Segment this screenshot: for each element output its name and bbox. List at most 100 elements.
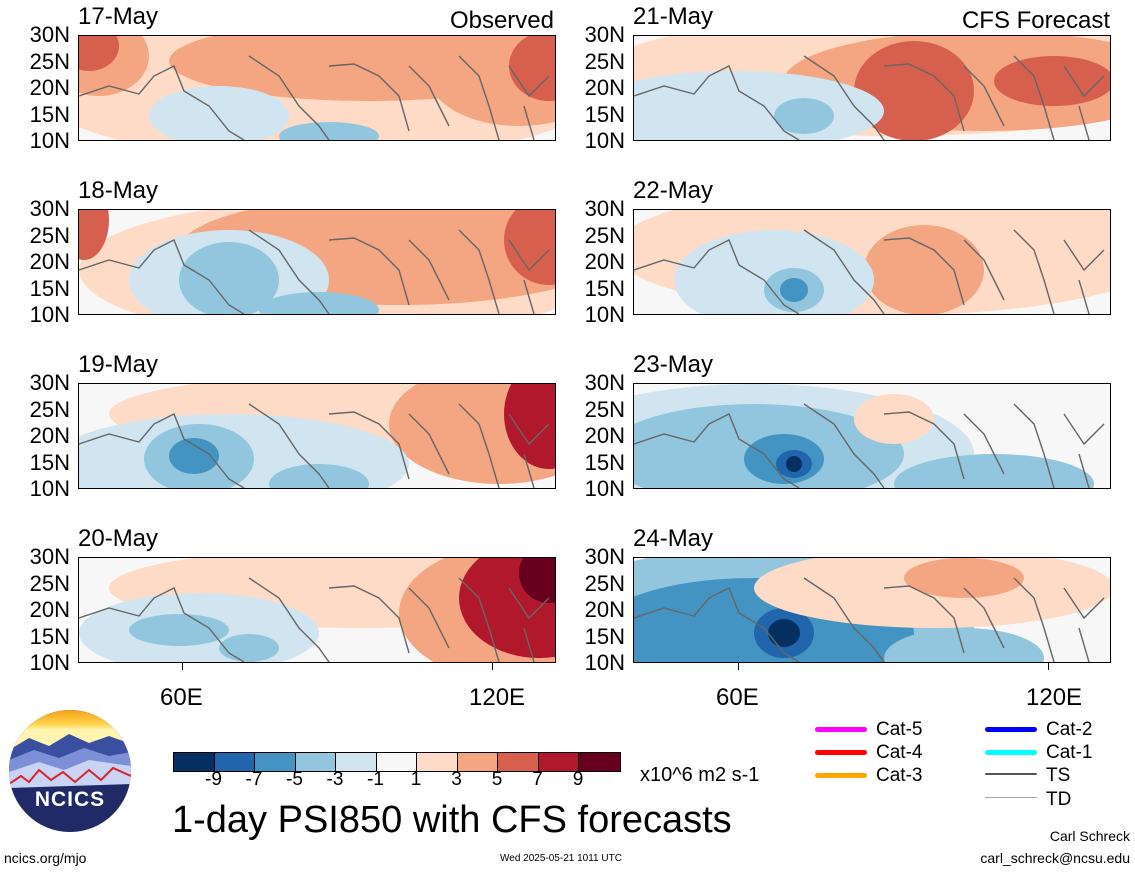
lat-label: 15N bbox=[584, 275, 625, 301]
lat-label: 10N bbox=[584, 128, 625, 153]
lat-label: 30N bbox=[29, 22, 70, 47]
contour-region bbox=[786, 456, 802, 472]
colorbar-tick: -5 bbox=[286, 769, 303, 790]
lon-tick bbox=[1048, 663, 1049, 670]
lat-label: 10N bbox=[584, 476, 625, 501]
coastline bbox=[79, 55, 550, 140]
contour-field bbox=[79, 36, 555, 140]
contour-field bbox=[79, 384, 555, 488]
observed-header: Observed bbox=[449, 7, 554, 34]
lat-label: 20N bbox=[29, 249, 70, 274]
colorbar-swatch bbox=[174, 753, 215, 771]
colorbar-tick: -1 bbox=[367, 769, 384, 790]
colorbar-swatch bbox=[214, 753, 255, 771]
legend-line bbox=[985, 727, 1037, 732]
lat-label: 10N bbox=[29, 476, 70, 501]
legend-label: Cat-5 bbox=[876, 719, 923, 740]
contour-region bbox=[179, 242, 279, 314]
contour-region bbox=[129, 614, 229, 646]
map-panel-23-may bbox=[633, 383, 1111, 489]
map-panel-21-may bbox=[633, 35, 1111, 141]
lat-label: 15N bbox=[584, 101, 625, 127]
lon-label-120e-right: 120E bbox=[1026, 684, 1083, 711]
lat-label: 25N bbox=[29, 396, 70, 422]
contour-region bbox=[259, 292, 379, 314]
date-label: 21-May bbox=[633, 3, 714, 30]
figure-title: 1-day PSI850 with CFS forecasts bbox=[172, 799, 732, 841]
colorbar-tick: 5 bbox=[491, 769, 503, 790]
lat-label: 30N bbox=[584, 196, 625, 221]
psi-map bbox=[633, 557, 1111, 663]
footer-author: Carl Schreck bbox=[1049, 828, 1130, 844]
legend-line bbox=[985, 797, 1037, 798]
coastline bbox=[79, 577, 550, 662]
legend-label: TS bbox=[1046, 765, 1071, 786]
psi-map bbox=[633, 209, 1111, 315]
lat-label: 30N bbox=[584, 544, 625, 569]
contour-region bbox=[774, 98, 834, 134]
contour-region bbox=[904, 558, 1024, 598]
contour-field bbox=[634, 558, 1110, 662]
date-label: 24-May bbox=[633, 525, 714, 552]
lat-label: 30N bbox=[584, 22, 625, 47]
lat-label: 30N bbox=[29, 544, 70, 569]
ncics-logo: NCICS bbox=[9, 710, 131, 832]
lat-label: 20N bbox=[29, 423, 70, 448]
lat-label: 10N bbox=[29, 302, 70, 327]
legend-line bbox=[985, 750, 1037, 755]
legend-label: TD bbox=[1046, 789, 1072, 810]
lat-label: 25N bbox=[29, 570, 70, 596]
lat-label: 15N bbox=[29, 275, 70, 301]
colorbar-swatch bbox=[457, 753, 498, 771]
contour-field bbox=[634, 210, 1110, 314]
footer-email[interactable]: carl_schreck@ncsu.edu bbox=[980, 850, 1130, 866]
legend-label: Cat-3 bbox=[876, 765, 923, 786]
lat-label: 30N bbox=[29, 196, 70, 221]
contour-region bbox=[504, 210, 555, 285]
lat-label: 20N bbox=[29, 597, 70, 622]
psi-map bbox=[78, 383, 556, 489]
contour-region bbox=[994, 56, 1110, 106]
contour-region bbox=[854, 394, 934, 444]
legend-line bbox=[815, 750, 867, 755]
contour-field bbox=[79, 210, 555, 314]
lat-label: 10N bbox=[584, 650, 625, 675]
date-label: 18-May bbox=[78, 177, 159, 204]
lat-label: 25N bbox=[584, 396, 625, 422]
colorbar-swatch bbox=[376, 753, 417, 771]
colorbar-swatch bbox=[336, 753, 377, 771]
lat-label: 25N bbox=[584, 48, 625, 74]
colorbar-tick: 9 bbox=[572, 769, 584, 790]
footer-url[interactable]: ncics.org/mjo bbox=[4, 850, 87, 866]
psi-map bbox=[78, 209, 556, 315]
lon-label-120e-left: 120E bbox=[469, 684, 526, 711]
lat-label: 30N bbox=[29, 370, 70, 395]
lat-label: 25N bbox=[584, 570, 625, 596]
lat-label: 25N bbox=[584, 222, 625, 248]
lon-tick bbox=[182, 663, 183, 670]
contour-region bbox=[269, 464, 369, 488]
colorbar-tick: 1 bbox=[410, 769, 422, 790]
contour-field bbox=[79, 558, 555, 662]
contour-region bbox=[864, 225, 984, 314]
colorbar-tick: -3 bbox=[326, 769, 344, 790]
lat-label: 20N bbox=[584, 75, 625, 100]
lat-label: 15N bbox=[584, 449, 625, 475]
date-label: 23-May bbox=[633, 351, 714, 378]
coastline bbox=[634, 577, 1105, 662]
lat-label: 30N bbox=[584, 370, 625, 395]
colorbar-swatch bbox=[538, 753, 579, 771]
contour-region bbox=[169, 438, 219, 474]
logo-text: NCICS bbox=[34, 788, 106, 811]
legend-line bbox=[815, 727, 867, 732]
lat-label: 10N bbox=[29, 650, 70, 675]
legend-line bbox=[985, 773, 1037, 775]
lat-label: 15N bbox=[29, 623, 70, 649]
psi-map bbox=[633, 383, 1111, 489]
contour-field bbox=[634, 384, 1110, 488]
lat-label: 15N bbox=[29, 449, 70, 475]
map-panel-20-may bbox=[78, 557, 556, 663]
coastline bbox=[634, 403, 1105, 488]
colorbar bbox=[173, 752, 621, 772]
colorbar-tick: 7 bbox=[532, 769, 543, 790]
